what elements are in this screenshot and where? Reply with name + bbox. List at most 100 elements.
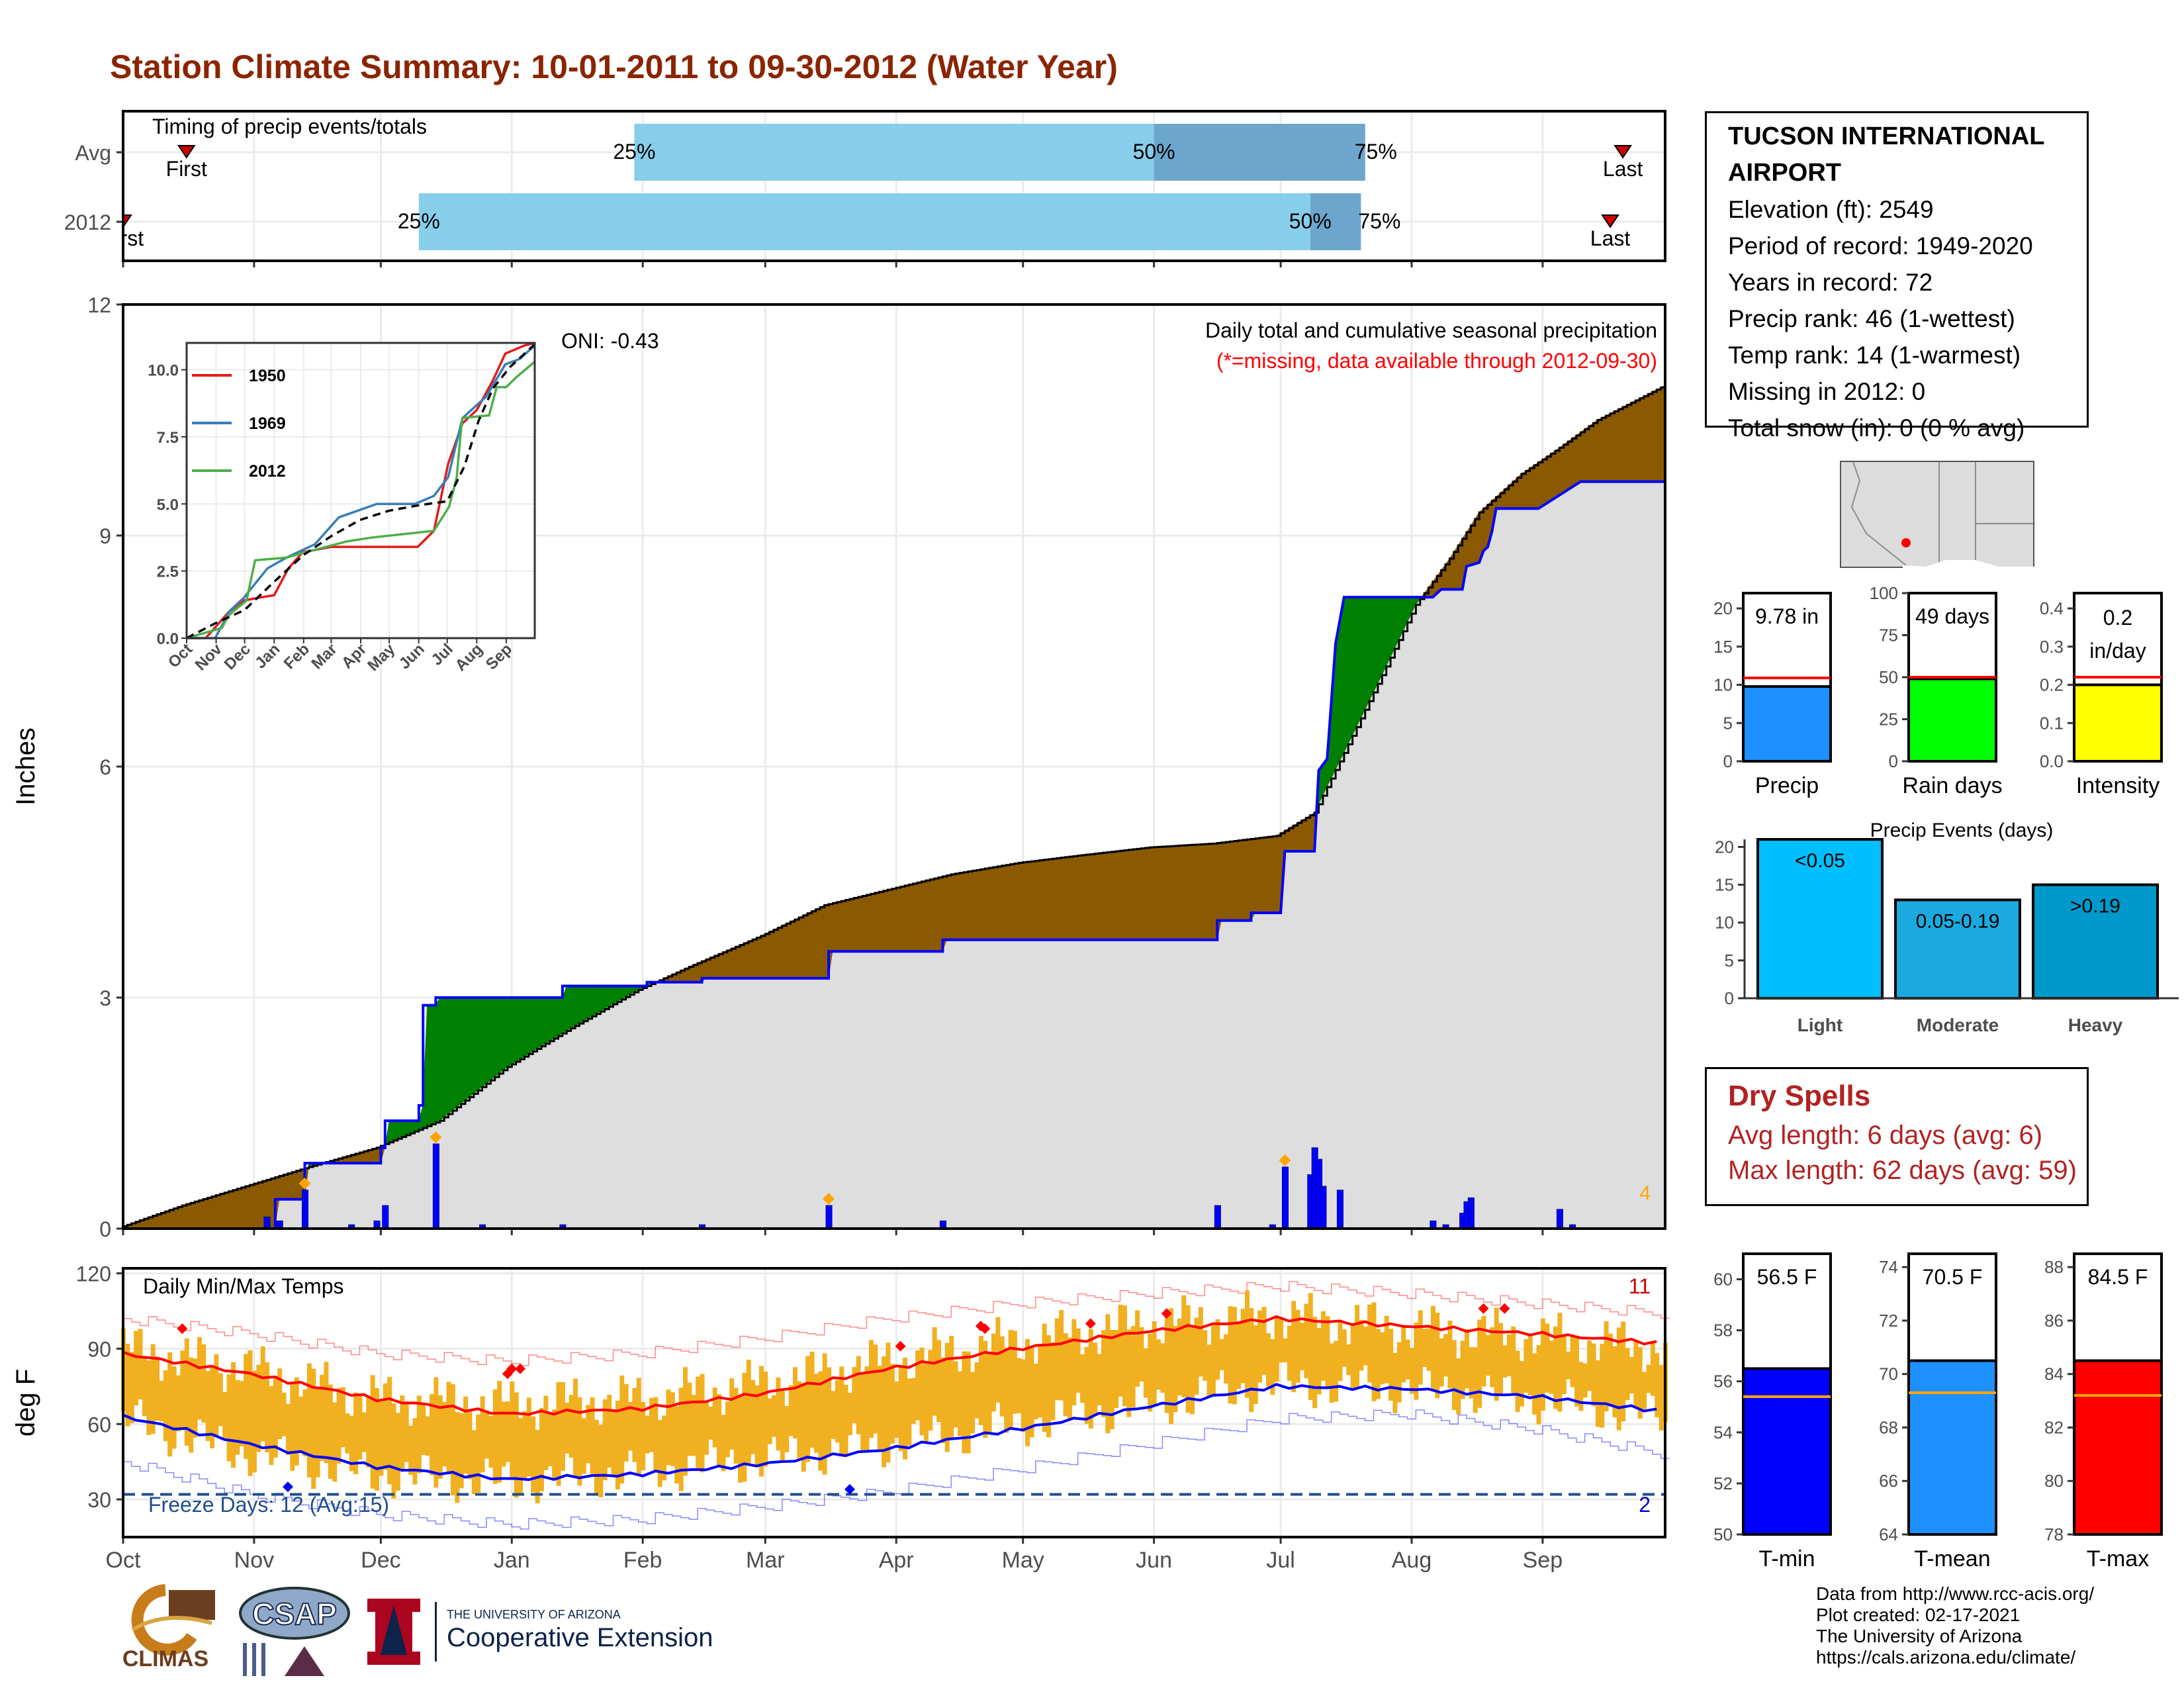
gauge-ytick-label: 80 xyxy=(2044,1471,2064,1491)
event-category-label: Moderate xyxy=(1917,1015,1999,1035)
precip-difference-area xyxy=(895,886,901,952)
precip-border xyxy=(122,303,1666,1230)
precip-ytick-label: 3 xyxy=(99,986,111,1010)
temp-chart-title: Daily Min/Max Temps xyxy=(143,1274,343,1298)
daily-temp-bar xyxy=(1553,1326,1559,1409)
daily-temp-bar xyxy=(1219,1338,1224,1370)
precip-difference-area xyxy=(968,870,973,941)
daily-temp-bar xyxy=(488,1415,494,1468)
daily-temp-bar xyxy=(932,1327,937,1416)
daily-temp-bar xyxy=(868,1340,874,1438)
credit-line: The University of Arizona xyxy=(1816,1626,2023,1646)
temp-gauges-chart: 56.5 F 50 52 54 56 58 60 T-min 70.5 F 64 66 68 70 72 7… xyxy=(1713,1252,2163,1571)
daily-temp-bar xyxy=(1295,1309,1300,1383)
precip-difference-area xyxy=(739,943,745,979)
daily-precip-bar xyxy=(825,1205,833,1229)
daily-temp-bar xyxy=(1054,1318,1060,1400)
daily-temp-bar xyxy=(244,1354,249,1460)
events-ytick-label: 5 xyxy=(1725,951,1734,970)
precip-difference-area xyxy=(1373,596,1379,693)
daily-temp-bar xyxy=(1422,1329,1428,1368)
daily-temp-bar xyxy=(125,1343,130,1427)
precip-difference-area xyxy=(507,997,512,1068)
precip-difference-area xyxy=(870,892,876,952)
daily-temp-bar xyxy=(1511,1326,1516,1396)
daily-temp-bar xyxy=(1384,1315,1389,1383)
daily-temp-bar xyxy=(1291,1301,1297,1393)
gauge-ytick-label: 86 xyxy=(2044,1311,2064,1331)
daily-precip-bar xyxy=(1320,1186,1327,1229)
daily-temp-bar xyxy=(1481,1315,1486,1387)
precip-difference-area xyxy=(959,872,964,941)
temp-ytick-label: 60 xyxy=(87,1413,111,1436)
precip-difference-area xyxy=(1085,853,1091,941)
precip-difference-area xyxy=(946,874,952,941)
precip-difference-area xyxy=(520,997,525,1060)
precip-difference-area xyxy=(490,997,496,1082)
precip-difference-area xyxy=(1124,849,1129,941)
daily-temp-bar xyxy=(983,1340,988,1438)
precip-difference-area xyxy=(1023,861,1028,941)
daily-temp-bar xyxy=(1625,1348,1630,1401)
daily-temp-bar xyxy=(670,1392,675,1466)
daily-temp-bar xyxy=(1604,1321,1609,1412)
inset-series-line xyxy=(186,361,536,639)
station-period: Period of record: 1949-2020 xyxy=(1728,232,2033,259)
daily-temp-bar xyxy=(375,1388,380,1491)
precip-difference-area xyxy=(1081,854,1087,941)
daily-temp-bar xyxy=(882,1356,887,1468)
precip-difference-area xyxy=(1647,391,1653,483)
timing-last-label: Last xyxy=(1603,157,1643,181)
precip-difference-area xyxy=(532,997,538,1053)
daily-temp-bar xyxy=(974,1362,979,1419)
daily-temp-bar xyxy=(662,1415,667,1481)
daily-temp-bar xyxy=(1012,1331,1017,1414)
precip-difference-area xyxy=(1551,450,1556,501)
daily-temp-bar xyxy=(1029,1346,1034,1438)
precip-difference-area xyxy=(929,878,935,952)
daily-temp-bar xyxy=(539,1407,544,1491)
daily-temp-bar xyxy=(767,1398,772,1444)
month-label: Jan xyxy=(494,1548,530,1573)
daily-temp-bar xyxy=(1629,1356,1634,1394)
gauge-category-label: T-max xyxy=(2087,1546,2149,1571)
precip-difference-area xyxy=(917,881,922,952)
daily-temp-bar xyxy=(265,1362,270,1452)
daily-temp-bar xyxy=(902,1357,907,1460)
daily-temp-bar xyxy=(421,1404,426,1455)
gauge-ytick-label: 78 xyxy=(2044,1524,2064,1544)
daily-temp-bar xyxy=(1545,1323,1550,1393)
inset-ytick-label: 5.0 xyxy=(157,496,179,514)
precip-chart-subtitle: (*=missing, data available through 2012-… xyxy=(1216,349,1657,373)
precip-difference-area xyxy=(1120,849,1125,941)
precip-difference-area xyxy=(735,944,741,979)
precip-difference-area xyxy=(1161,846,1167,941)
daily-temp-bar xyxy=(1655,1353,1660,1417)
inset-border xyxy=(185,342,536,639)
precip-difference-area xyxy=(1250,838,1256,921)
precip-difference-area xyxy=(199,1198,204,1229)
precip-difference-area xyxy=(503,997,508,1071)
daily-temp-bar xyxy=(590,1397,595,1474)
daily-temp-bar xyxy=(809,1351,815,1448)
daily-temp-bar xyxy=(248,1350,253,1476)
precip-difference-area xyxy=(972,869,977,941)
daily-temp-bar xyxy=(1371,1302,1377,1401)
daily-temp-bar xyxy=(907,1378,912,1446)
daily-temp-bar xyxy=(328,1384,333,1479)
daily-temp-bar xyxy=(581,1418,586,1474)
daily-temp-bar xyxy=(1519,1361,1524,1407)
daily-temp-bar xyxy=(1279,1319,1284,1363)
daily-temp-bar xyxy=(1156,1339,1161,1390)
daily-temp-bar xyxy=(678,1387,684,1491)
precip-difference-area xyxy=(1610,410,1615,483)
daily-temp-bar xyxy=(1185,1305,1191,1413)
daily-temp-bar xyxy=(332,1402,338,1482)
daily-temp-bar xyxy=(189,1357,194,1453)
precip-difference-area xyxy=(1356,596,1361,727)
gauge-value-label: 9.78 in xyxy=(1755,604,1819,628)
gauge-value-label: 70.5 F xyxy=(1923,1265,1983,1289)
ua-big-text: Cooperative Extension xyxy=(447,1623,713,1652)
daily-temp-bar xyxy=(1363,1327,1368,1366)
precip-difference-area xyxy=(925,878,931,952)
